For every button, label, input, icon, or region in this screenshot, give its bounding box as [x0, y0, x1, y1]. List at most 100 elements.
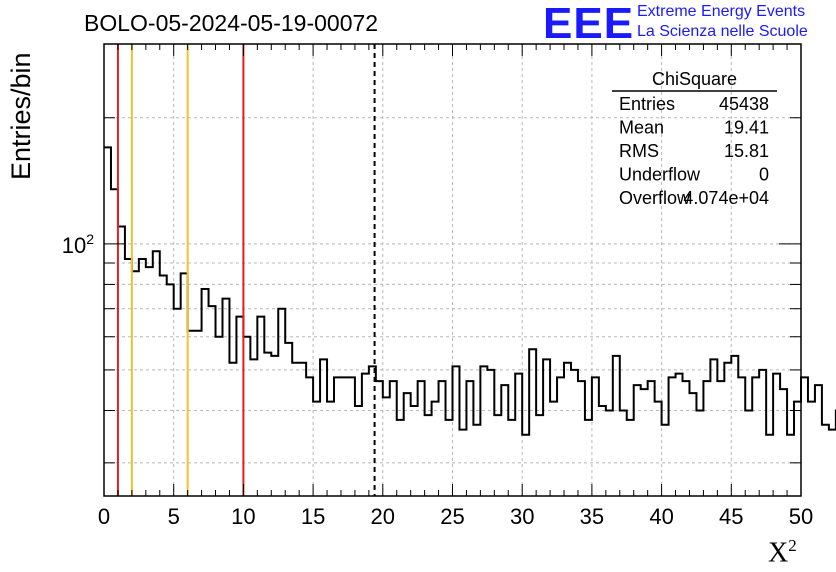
histogram-bin — [564, 363, 571, 496]
histogram-bin — [397, 420, 404, 496]
histogram-bin — [355, 406, 362, 496]
histogram-bin — [759, 370, 766, 496]
histogram-bin — [683, 381, 690, 496]
chart-title: BOLO-05-2024-05-19-00072 — [84, 10, 379, 36]
histogram-bin — [662, 425, 669, 496]
histogram-bin — [745, 411, 752, 496]
histogram-bin — [341, 377, 348, 496]
histogram-bin — [271, 356, 278, 496]
histogram-bin — [529, 349, 536, 496]
histogram-bin — [195, 331, 202, 496]
logo-tagline-1: Extreme Energy Events — [637, 3, 806, 20]
histogram-bin — [689, 393, 696, 496]
histogram-bin — [362, 374, 369, 496]
histogram-bin — [425, 415, 432, 496]
histogram-bin — [376, 381, 383, 496]
y-tick-label: 102 — [62, 231, 94, 258]
histogram-bin — [348, 377, 355, 496]
stats-value: 19.41 — [724, 118, 769, 138]
stats-label: Entries — [619, 94, 675, 114]
histogram-bin — [466, 381, 473, 496]
histogram-bin — [125, 259, 132, 496]
histogram-bin — [160, 276, 167, 496]
histogram-bin — [487, 370, 494, 496]
x-axis-label-sup: 2 — [788, 536, 797, 555]
histogram-bin — [243, 337, 250, 496]
x-axis-label-base: X — [768, 537, 789, 569]
histogram-bin — [132, 271, 139, 496]
histogram-bin — [104, 147, 111, 496]
histogram-bin — [592, 377, 599, 496]
histogram-bin — [327, 402, 334, 496]
histogram-bin — [285, 343, 292, 496]
x-tick-label: 25 — [440, 504, 464, 529]
histogram-bin — [383, 397, 390, 496]
histogram-bin — [543, 359, 550, 496]
x-tick-label: 50 — [789, 504, 813, 529]
histogram-bin — [794, 402, 801, 496]
histogram-bin — [292, 363, 299, 496]
histogram-bin — [829, 430, 836, 496]
x-tick-label: 35 — [580, 504, 604, 529]
histogram-bin — [550, 402, 557, 496]
x-tick-label: 5 — [168, 504, 180, 529]
histogram-bin — [222, 299, 229, 496]
histogram-bin — [250, 359, 257, 496]
histogram-bin — [578, 381, 585, 496]
histogram-bin — [780, 389, 787, 496]
histogram-bin — [801, 377, 808, 496]
histogram-bin — [822, 425, 829, 496]
histogram-bin — [181, 273, 188, 496]
histogram-bin — [634, 385, 641, 496]
histogram-bin — [216, 337, 223, 496]
histogram-bin — [439, 381, 446, 496]
histogram-bin — [620, 411, 627, 496]
histogram-bin — [501, 385, 508, 496]
histogram-bin — [724, 363, 731, 496]
x-tick-label: 10 — [231, 504, 255, 529]
histogram-bin — [669, 377, 676, 496]
histogram-bin — [738, 377, 745, 496]
x-tick-label: 15 — [301, 504, 325, 529]
histogram-bin — [202, 289, 209, 496]
histogram-bin — [585, 420, 592, 496]
histogram-bin — [536, 415, 543, 496]
histogram-bin — [153, 251, 160, 496]
histogram-bin — [787, 435, 794, 496]
histogram-bin — [696, 411, 703, 496]
histogram-bin — [209, 306, 216, 496]
histogram-bin — [508, 420, 515, 496]
stats-value: 45438 — [719, 94, 769, 114]
stats-label: Overflow — [619, 188, 691, 208]
histogram-bin — [703, 381, 710, 496]
histogram-bin — [404, 393, 411, 496]
histogram-bin — [334, 377, 341, 496]
histogram-bin — [557, 377, 564, 496]
histogram-bin — [418, 381, 425, 496]
histogram-series — [104, 146, 836, 436]
y-tick-label-sup: 2 — [86, 231, 94, 247]
histogram-bin — [808, 402, 815, 496]
histogram-bin — [139, 259, 146, 496]
histogram-bin — [641, 389, 648, 496]
histogram-bin — [188, 331, 195, 496]
eee-logo: EEE — [543, 0, 635, 48]
stats-value: 4.074e+04 — [683, 188, 769, 208]
x-tick-label: 30 — [510, 504, 534, 529]
stats-label: Underflow — [619, 165, 701, 185]
y-tick-label-base: 10 — [62, 233, 86, 258]
logo-tagline-2: La Scienza nelle Scuole — [637, 23, 808, 40]
x-tick-label: 20 — [371, 504, 395, 529]
stats-label: Mean — [619, 118, 664, 138]
histogram-bin — [710, 359, 717, 496]
histogram-bin — [766, 435, 773, 496]
histogram-bin — [676, 374, 683, 496]
histogram-bin — [146, 267, 153, 496]
stats-value: 15.81 — [724, 141, 769, 161]
x-tick-label: 45 — [719, 504, 743, 529]
histogram-bin — [717, 381, 724, 496]
histogram-bin — [522, 435, 529, 496]
histogram-bin — [515, 374, 522, 496]
